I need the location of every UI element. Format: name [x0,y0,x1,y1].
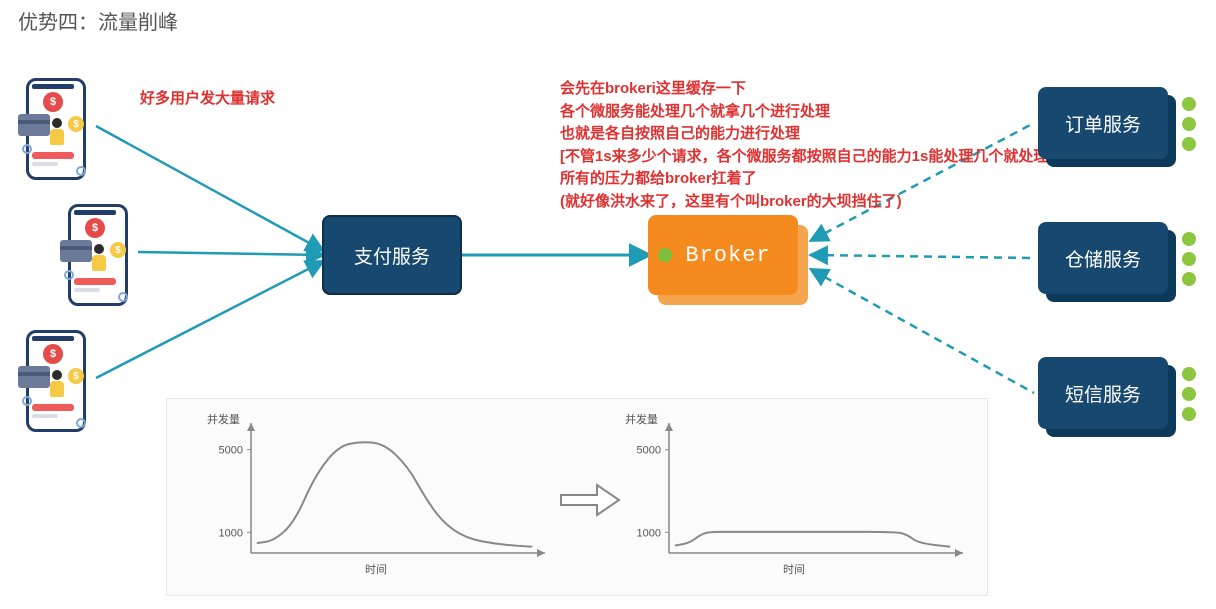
broker-note-line: 也就是各自按照自己的能力进行处理 [560,123,1083,146]
user-request-note: 好多用户发大量请求 [140,88,275,111]
service-status-dot-icon [1182,252,1196,266]
broker-label: Broker [685,243,770,268]
service-status-dot-icon [1182,232,1196,246]
payment-service-node: 支付服务 [322,215,462,295]
service-node: 短信服务 [1038,357,1168,429]
user-phone-icon: $$ [18,326,88,430]
service-status-dot-icon [1182,367,1196,381]
svg-text:1000: 1000 [637,527,661,539]
broker-note-line: (就好像洪水来了，这里有个叫broker的大坝挡住了) [560,191,1083,214]
service-status-dot-icon [1182,407,1196,421]
broker-note-line: 所有的压力都给broker扛着了 [560,168,1083,191]
svg-text:5000: 5000 [637,445,661,457]
svg-text:1000: 1000 [219,527,243,539]
broker-status-dot-icon [658,248,672,262]
service-node: 仓储服务 [1038,222,1168,294]
service-label: 订单服务 [1065,110,1141,137]
transform-arrow-icon [561,485,619,515]
service-label: 仓储服务 [1065,245,1141,272]
service-label: 短信服务 [1065,380,1141,407]
broker-note-line: [不管1s来多少个请求，各个微服务都按照自己的能力1s能处理几个就处理几个] [560,146,1083,169]
svg-text:时间: 时间 [365,563,387,576]
broker-note-line: 各个微服务能处理几个就拿几个进行处理 [560,101,1083,124]
broker-notes: 会先在brokeri这里缓存一下 各个微服务能处理几个就拿几个进行处理 也就是各… [560,78,1083,213]
broker-node: Broker [648,215,798,295]
svg-text:并发量: 并发量 [625,412,658,426]
user-phone-icon: $$ [18,74,88,178]
svg-text:时间: 时间 [783,563,805,576]
service-status-dot-icon [1182,137,1196,151]
page-title: 优势四：流量削峰 [18,6,178,35]
charts-svg: 1000 5000 并发量时间 1000 5000 并发量时间 [167,399,987,595]
charts-panel: 1000 5000 并发量时间 1000 5000 并发量时间 [166,398,988,596]
user-phone-icon: $$ [60,200,130,304]
service-status-dot-icon [1182,272,1196,286]
payment-service-label: 支付服务 [354,242,430,269]
broker-note-line: 会先在brokeri这里缓存一下 [560,78,1083,101]
service-status-dot-icon [1182,97,1196,111]
service-status-dot-icon [1182,387,1196,401]
service-node: 订单服务 [1038,87,1168,159]
svg-text:5000: 5000 [219,445,243,457]
svg-text:并发量: 并发量 [207,412,240,426]
title-text: 优势四：流量削峰 [18,12,178,34]
service-status-dot-icon [1182,117,1196,131]
